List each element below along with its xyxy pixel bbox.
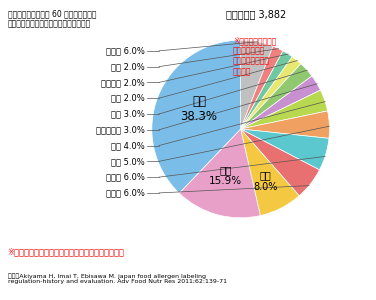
- Wedge shape: [241, 129, 329, 170]
- Wedge shape: [241, 40, 273, 129]
- Text: ソバ 5.0%: ソバ 5.0%: [111, 157, 145, 166]
- Text: 甲殻類 6.0%: 甲殻類 6.0%: [106, 188, 145, 197]
- Wedge shape: [179, 129, 260, 218]
- Text: 小麦
8.0%: 小麦 8.0%: [253, 170, 277, 192]
- Wedge shape: [152, 40, 241, 193]
- Text: 果物類 6.0%: 果物類 6.0%: [106, 172, 145, 182]
- Wedge shape: [241, 76, 320, 129]
- Text: 牛乳
15.9%: 牛乳 15.9%: [209, 165, 242, 186]
- Text: 出典：Akiyama H, Imai T, Ebisawa M. japan food allergen labeling
regulation-history: 出典：Akiyama H, Imai T, Ebisawa M. japan f…: [8, 273, 226, 284]
- Text: 魚卵 3.0%: 魚卵 3.0%: [111, 110, 145, 118]
- Text: 大豆 2.0%: 大豆 2.0%: [111, 94, 145, 103]
- Text: ※ナッツ類には、く
るみやカシュー
ナッツなどが含ま
れます。: ※ナッツ類には、く るみやカシュー ナッツなどが含ま れます。: [233, 36, 276, 76]
- Wedge shape: [241, 51, 292, 129]
- Text: 肉類 2.0%: 肉類 2.0%: [111, 62, 145, 71]
- Text: その他 6.0%: その他 6.0%: [106, 46, 145, 56]
- Text: ナッツ類 2.0%: ナッツ類 2.0%: [101, 78, 145, 87]
- Text: 魚類 4.0%: 魚類 4.0%: [111, 141, 145, 150]
- Text: （対象は食物摂取後 60 分以内に症状が
出現し、かつ医療機関を受診した患者）: （対象は食物摂取後 60 分以内に症状が 出現し、かつ医療機関を受診した患者）: [8, 9, 96, 28]
- Text: ピーナッツ 3.0%: ピーナッツ 3.0%: [96, 125, 145, 134]
- Text: ※魚卵は、主に「いくら」によるアレルギーです。: ※魚卵は、主に「いくら」によるアレルギーです。: [8, 248, 124, 256]
- Wedge shape: [241, 46, 283, 129]
- Wedge shape: [241, 129, 299, 216]
- Text: 鶏卵
38.3%: 鶏卵 38.3%: [180, 95, 217, 123]
- Wedge shape: [241, 129, 320, 196]
- Wedge shape: [241, 64, 312, 129]
- Wedge shape: [241, 111, 329, 138]
- Wedge shape: [241, 57, 301, 129]
- Wedge shape: [241, 90, 327, 129]
- Text: 総症例数＝ 3,882: 総症例数＝ 3,882: [226, 9, 286, 19]
